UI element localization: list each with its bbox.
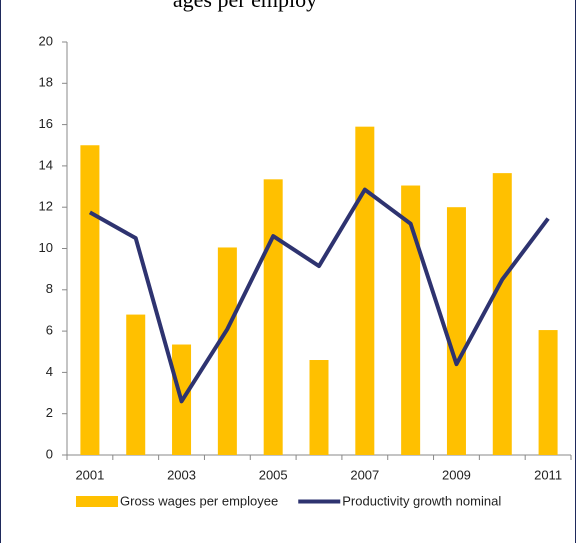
x-tick-label: 2009 (442, 467, 471, 482)
bar (80, 145, 100, 455)
line (88, 187, 550, 404)
y-tick-label: 18 (39, 75, 53, 90)
x-tick-label: 2005 (259, 467, 288, 482)
legend-label: Gross wages per employee (120, 493, 278, 508)
y-tick-label: 10 (39, 240, 53, 255)
x-tick-label: 2011 (534, 467, 562, 482)
y-tick-label: 20 (39, 33, 53, 48)
bar (126, 314, 146, 455)
y-tick-label: 4 (46, 364, 53, 379)
bar (309, 360, 329, 455)
bar (401, 185, 421, 455)
x-tick-label: 2001 (75, 467, 104, 482)
bar (263, 179, 283, 455)
bar (446, 207, 466, 455)
bar (355, 126, 375, 455)
y-tick-label: 2 (46, 405, 53, 420)
y-tick-label: 6 (46, 323, 53, 338)
legend-swatch (76, 496, 118, 507)
bar (217, 247, 237, 455)
y-tick-label: 14 (39, 157, 53, 172)
x-tick-label: 2003 (167, 467, 196, 482)
y-tick-label: 0 (46, 446, 53, 461)
bar (492, 173, 512, 455)
y-tick-label: 12 (39, 199, 53, 214)
x-tick-label: 2007 (350, 467, 379, 482)
bar (538, 330, 558, 455)
legend-label: Productivity growth nominal (342, 493, 501, 508)
chart-title: ages per employ (173, 0, 317, 12)
y-tick-label: 16 (39, 116, 53, 131)
y-tick-label: 8 (46, 281, 53, 296)
